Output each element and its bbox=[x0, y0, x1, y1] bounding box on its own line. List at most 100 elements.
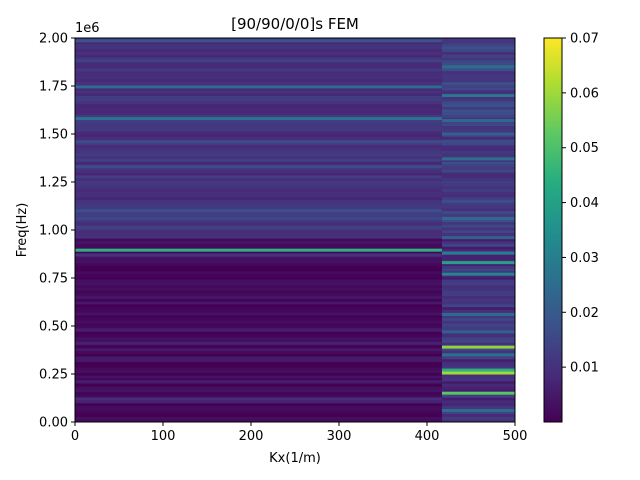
heatmap-cell bbox=[75, 282, 442, 286]
heatmap-cell bbox=[75, 194, 442, 198]
heatmap-cell bbox=[75, 339, 442, 343]
heatmap-cell bbox=[75, 134, 442, 138]
heatmap-cell bbox=[441, 177, 515, 181]
heatmap-band bbox=[441, 261, 515, 265]
heatmap-cell bbox=[441, 306, 515, 310]
heatmap-cell bbox=[441, 210, 515, 214]
heatmap-band bbox=[75, 328, 442, 332]
heatmap-cell bbox=[441, 202, 515, 206]
heatmap-cell bbox=[75, 123, 442, 127]
y-tick-label: 1.25 bbox=[39, 176, 68, 191]
heatmap-cell bbox=[75, 369, 442, 373]
colorbar-tick-label: 0.07 bbox=[570, 32, 599, 47]
heatmap-cell bbox=[441, 405, 515, 409]
heatmap-cell bbox=[441, 397, 515, 401]
heatmap-cell bbox=[75, 65, 442, 69]
heatmap-cell bbox=[441, 87, 515, 91]
heatmap-cell bbox=[75, 73, 442, 77]
y-axis-ticks: 0.00 0.25 0.50 0.75 1.00 1.25 1.50 1.75 2.00 bbox=[39, 32, 75, 431]
heatmap-cell bbox=[75, 405, 442, 409]
heatmap-cell bbox=[441, 172, 515, 176]
heatmap-band bbox=[441, 312, 515, 316]
heatmap-cell bbox=[75, 147, 442, 151]
heatmap-cell bbox=[441, 232, 515, 236]
heatmap-cell bbox=[75, 334, 442, 338]
heatmap-band bbox=[75, 117, 442, 121]
heatmap-cell bbox=[441, 246, 515, 250]
heatmap-cell bbox=[441, 279, 515, 283]
heatmap-cell bbox=[441, 191, 515, 195]
heatmap-cell bbox=[441, 70, 515, 74]
heatmap-band bbox=[75, 341, 442, 345]
heatmap-cell bbox=[75, 347, 442, 351]
heatmap-cell bbox=[75, 48, 442, 53]
heatmap-band bbox=[441, 157, 515, 161]
heatmap-cell bbox=[75, 92, 442, 96]
heatmap-cell bbox=[75, 367, 442, 371]
heatmap-cell bbox=[441, 386, 515, 390]
heatmap-cell bbox=[75, 191, 442, 195]
heatmap-cell bbox=[441, 350, 515, 354]
heatmap-cell bbox=[75, 158, 442, 162]
heatmap-cell bbox=[441, 180, 515, 184]
heatmap-cell bbox=[441, 243, 515, 247]
heatmap-cell bbox=[75, 372, 442, 376]
heatmap-cell bbox=[441, 347, 515, 351]
heatmap-cell bbox=[441, 57, 515, 61]
heatmap-cell bbox=[75, 125, 442, 129]
heatmap-cell bbox=[75, 336, 442, 341]
heatmap-cell bbox=[441, 144, 515, 149]
heatmap-cell bbox=[441, 304, 515, 308]
heatmap-cell bbox=[75, 246, 442, 250]
heatmap-cell bbox=[75, 293, 442, 297]
heatmap-cell bbox=[75, 240, 442, 245]
heatmap-band bbox=[75, 253, 442, 257]
heatmap-cell bbox=[75, 238, 442, 242]
heatmap-cell bbox=[75, 205, 442, 209]
heatmap-cell bbox=[441, 375, 515, 379]
heatmap-cell bbox=[75, 326, 442, 330]
heatmap-cell bbox=[75, 213, 442, 217]
heatmap-cell bbox=[441, 293, 515, 297]
heatmap-cell bbox=[75, 142, 442, 146]
heatmap-cell bbox=[441, 164, 515, 168]
heatmap-cell bbox=[441, 383, 515, 387]
x-tick-label: 200 bbox=[239, 429, 264, 444]
heatmap-cell bbox=[441, 175, 515, 179]
heatmap-cell bbox=[75, 411, 442, 415]
heatmap-cell bbox=[75, 350, 442, 354]
heatmap-band bbox=[441, 65, 515, 69]
heatmap-cell bbox=[75, 62, 442, 66]
heatmap-cell bbox=[75, 169, 442, 173]
heatmap-cell bbox=[75, 416, 442, 420]
heatmap-cell bbox=[75, 260, 442, 264]
heatmap-cell bbox=[441, 290, 515, 294]
heatmap-cell bbox=[441, 254, 515, 258]
heatmap-band bbox=[441, 216, 515, 220]
heatmap-cell bbox=[441, 265, 515, 269]
heatmap-band bbox=[441, 353, 515, 357]
heatmap-cell bbox=[441, 284, 515, 288]
heatmap-cell bbox=[441, 194, 515, 198]
heatmap-cell bbox=[441, 128, 515, 132]
heatmap-cell bbox=[441, 402, 515, 406]
heatmap-cell bbox=[75, 290, 442, 294]
heatmap-cell bbox=[441, 186, 515, 190]
heatmap-band bbox=[75, 216, 442, 220]
heatmap-cell bbox=[441, 326, 515, 330]
heatmap-cell bbox=[441, 51, 515, 55]
heatmap-cell bbox=[75, 230, 442, 234]
heatmap-cell bbox=[75, 315, 442, 319]
heatmap-cell bbox=[75, 284, 442, 288]
heatmap-cell bbox=[75, 155, 442, 159]
heatmap-cell bbox=[75, 172, 442, 176]
heatmap-cell bbox=[441, 287, 515, 291]
colorbar-tick-label: 0.04 bbox=[570, 196, 599, 211]
heatmap-cell bbox=[75, 183, 442, 187]
heatmap-cell bbox=[441, 295, 515, 299]
heatmap-cell bbox=[75, 320, 442, 324]
heatmap-cell bbox=[441, 268, 515, 272]
heatmap-cell bbox=[441, 125, 515, 129]
heatmap-cell bbox=[441, 416, 515, 420]
